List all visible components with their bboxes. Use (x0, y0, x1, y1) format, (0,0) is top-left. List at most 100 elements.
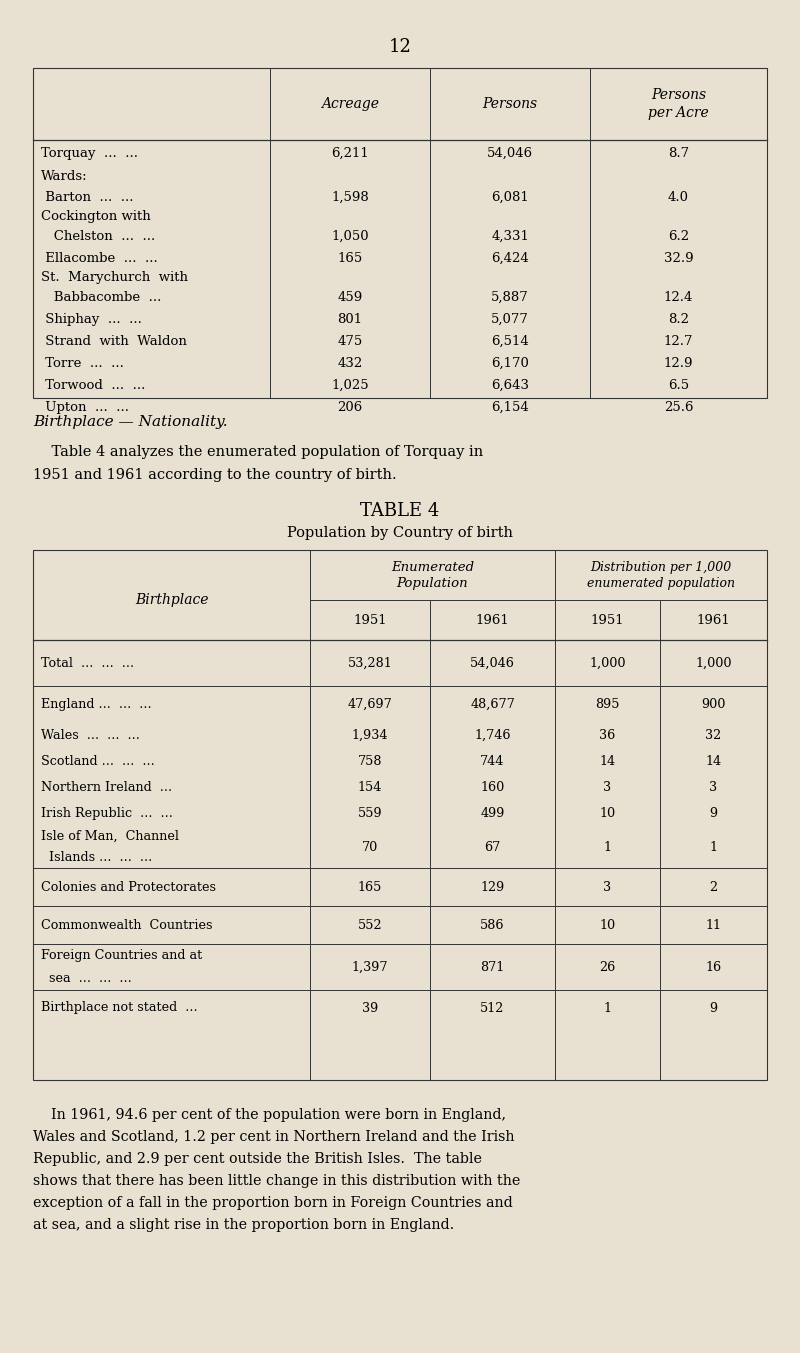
Text: 586: 586 (480, 919, 505, 931)
Text: 10: 10 (599, 806, 615, 820)
Text: 4,331: 4,331 (491, 230, 529, 242)
Text: 3: 3 (603, 881, 611, 893)
Text: 14: 14 (599, 755, 615, 767)
Text: 8.7: 8.7 (668, 146, 689, 160)
Text: 12: 12 (389, 38, 411, 55)
Text: 432: 432 (338, 356, 362, 369)
Text: Wards:: Wards: (41, 169, 88, 183)
Text: 1961: 1961 (697, 613, 730, 626)
Text: sea  ...  ...  ...: sea ... ... ... (41, 971, 132, 985)
Text: 552: 552 (358, 919, 382, 931)
Text: 48,677: 48,677 (470, 698, 515, 710)
Text: 1: 1 (603, 1001, 611, 1015)
Text: 9: 9 (710, 806, 718, 820)
Text: 459: 459 (338, 291, 362, 303)
Text: Birthplace — Nationality.: Birthplace — Nationality. (33, 415, 228, 429)
Text: 6,170: 6,170 (491, 356, 529, 369)
Text: 6.2: 6.2 (668, 230, 689, 242)
Text: 12.9: 12.9 (664, 356, 694, 369)
Text: 6,154: 6,154 (491, 400, 529, 414)
Text: 206: 206 (338, 400, 362, 414)
Text: Ellacombe  ...  ...: Ellacombe ... ... (41, 252, 158, 264)
Text: 12.7: 12.7 (664, 334, 694, 348)
Text: 160: 160 (480, 781, 505, 793)
Text: 1,746: 1,746 (474, 728, 510, 741)
Text: 39: 39 (362, 1001, 378, 1015)
Text: 499: 499 (480, 806, 505, 820)
Text: 54,046: 54,046 (470, 656, 515, 670)
Text: 1,934: 1,934 (352, 728, 388, 741)
Text: Population by Country of birth: Population by Country of birth (287, 526, 513, 540)
Text: 25.6: 25.6 (664, 400, 694, 414)
Text: at sea, and a slight rise in the proportion born in England.: at sea, and a slight rise in the proport… (33, 1218, 454, 1233)
Text: Persons: Persons (482, 97, 538, 111)
Text: 1951: 1951 (590, 613, 624, 626)
Text: Northern Ireland  ...: Northern Ireland ... (41, 781, 172, 793)
Text: Cockington with: Cockington with (41, 210, 150, 223)
Text: 1: 1 (603, 840, 611, 854)
Text: 6,424: 6,424 (491, 252, 529, 264)
Text: 10: 10 (599, 919, 615, 931)
Text: 154: 154 (358, 781, 382, 793)
Text: 1961: 1961 (476, 613, 510, 626)
Text: 14: 14 (706, 755, 722, 767)
Text: 5,077: 5,077 (491, 313, 529, 326)
Text: Strand  with  Waldon: Strand with Waldon (41, 334, 187, 348)
Text: Babbacombe  ...: Babbacombe ... (41, 291, 162, 303)
Text: Islands ...  ...  ...: Islands ... ... ... (41, 851, 152, 865)
Text: 6,211: 6,211 (331, 146, 369, 160)
Text: 1,397: 1,397 (352, 961, 388, 974)
Text: 36: 36 (599, 728, 616, 741)
Text: Persons
per Acre: Persons per Acre (648, 88, 709, 120)
Text: England ...  ...  ...: England ... ... ... (41, 698, 152, 710)
Text: Republic, and 2.9 per cent outside the British Isles.  The table: Republic, and 2.9 per cent outside the B… (33, 1151, 482, 1166)
Text: 1: 1 (710, 840, 718, 854)
Text: 512: 512 (480, 1001, 505, 1015)
Text: 6,643: 6,643 (491, 379, 529, 391)
Text: 54,046: 54,046 (487, 146, 533, 160)
Text: 3: 3 (603, 781, 611, 793)
Text: 6,081: 6,081 (491, 191, 529, 203)
Text: 129: 129 (480, 881, 505, 893)
Text: Birthplace: Birthplace (134, 593, 208, 607)
Text: 1951: 1951 (353, 613, 387, 626)
Text: 475: 475 (338, 334, 362, 348)
Text: 6,514: 6,514 (491, 334, 529, 348)
Text: 6.5: 6.5 (668, 379, 689, 391)
Text: Distribution per 1,000
enumerated population: Distribution per 1,000 enumerated popula… (587, 560, 735, 590)
Text: 67: 67 (484, 840, 501, 854)
Text: 1,050: 1,050 (331, 230, 369, 242)
Bar (33, 68, 767, 398)
Text: St.  Marychurch  with: St. Marychurch with (41, 271, 188, 284)
Text: 758: 758 (358, 755, 382, 767)
Text: Table 4 analyzes the enumerated population of Torquay in: Table 4 analyzes the enumerated populati… (33, 445, 483, 459)
Text: 1,000: 1,000 (695, 656, 732, 670)
Text: Irish Republic  ...  ...: Irish Republic ... ... (41, 806, 173, 820)
Text: Torre  ...  ...: Torre ... ... (41, 356, 124, 369)
Text: 871: 871 (480, 961, 505, 974)
Text: Scotland ...  ...  ...: Scotland ... ... ... (41, 755, 154, 767)
Text: Acreage: Acreage (321, 97, 379, 111)
Text: Birthplace not stated  ...: Birthplace not stated ... (41, 1001, 198, 1015)
Text: Enumerated
Population: Enumerated Population (391, 560, 474, 590)
Text: 3: 3 (710, 781, 718, 793)
Text: 26: 26 (599, 961, 616, 974)
Text: Barton  ...  ...: Barton ... ... (41, 191, 134, 203)
Text: Wales and Scotland, 1.2 per cent in Northern Ireland and the Irish: Wales and Scotland, 1.2 per cent in Nort… (33, 1130, 514, 1145)
Text: 2: 2 (710, 881, 718, 893)
Text: 12.4: 12.4 (664, 291, 693, 303)
Text: 70: 70 (362, 840, 378, 854)
Text: 1,000: 1,000 (590, 656, 626, 670)
Text: 801: 801 (338, 313, 362, 326)
Text: Commonwealth  Countries: Commonwealth Countries (41, 919, 213, 931)
Text: 559: 559 (358, 806, 382, 820)
Text: 4.0: 4.0 (668, 191, 689, 203)
Text: Foreign Countries and at: Foreign Countries and at (41, 948, 202, 962)
Text: 53,281: 53,281 (348, 656, 392, 670)
Text: Isle of Man,  Channel: Isle of Man, Channel (41, 829, 179, 843)
Text: Upton  ...  ...: Upton ... ... (41, 400, 129, 414)
Text: Shiphay  ...  ...: Shiphay ... ... (41, 313, 142, 326)
Text: 1,025: 1,025 (331, 379, 369, 391)
Text: 47,697: 47,697 (348, 698, 392, 710)
Text: 8.2: 8.2 (668, 313, 689, 326)
